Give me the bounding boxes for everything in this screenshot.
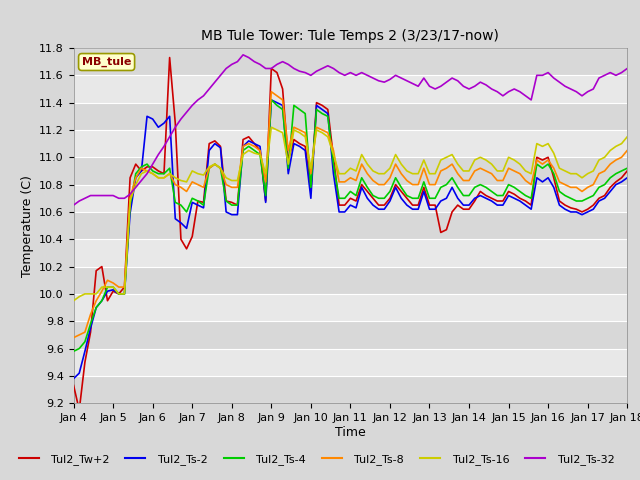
Bar: [74, 157, 627, 185]
Bar: [74, 130, 627, 157]
X-axis label: Time: Time: [335, 426, 366, 439]
Y-axis label: Temperature (C): Temperature (C): [20, 175, 33, 276]
Bar: [74, 266, 627, 294]
Bar: [74, 75, 627, 103]
Bar: [74, 185, 627, 212]
Text: MB_tule: MB_tule: [82, 57, 131, 67]
Bar: [74, 321, 627, 348]
Bar: [74, 212, 627, 239]
Bar: [74, 294, 627, 321]
Title: MB Tule Tower: Tule Temps 2 (3/23/17-now): MB Tule Tower: Tule Temps 2 (3/23/17-now…: [202, 29, 499, 43]
Bar: [74, 48, 627, 75]
Bar: [74, 376, 627, 403]
Bar: [74, 348, 627, 376]
Bar: [74, 103, 627, 130]
Bar: [74, 239, 627, 266]
Legend:   Tul2_Tw+2  ,   Tul2_Ts-2  ,   Tul2_Ts-4  ,   Tul2_Ts-8  ,   Tul2_Ts-16  ,   Tu: Tul2_Tw+2 , Tul2_Ts-2 , Tul2_Ts-4 , Tul2…: [14, 450, 626, 469]
